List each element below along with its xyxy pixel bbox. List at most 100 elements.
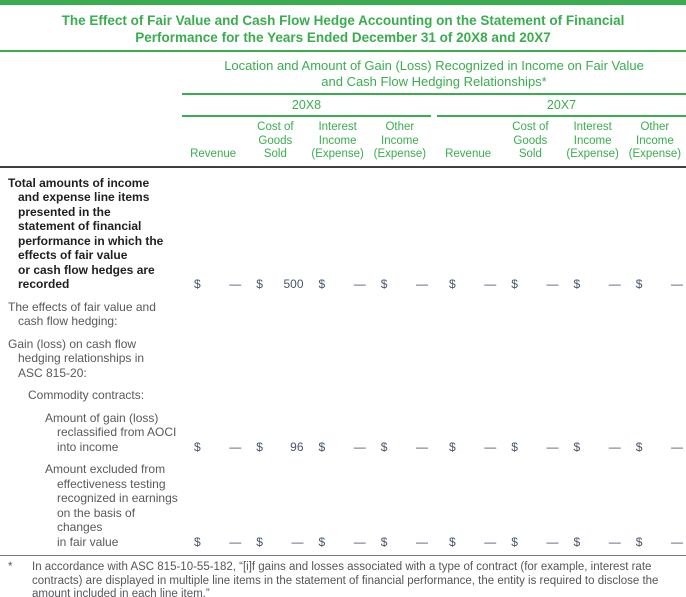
column-header: Revenue: [445, 148, 492, 160]
money-cell: $ —: [499, 277, 561, 292]
currency-symbol: $: [318, 277, 326, 291]
row-cells: $ — $96 $ — $ — $ — $ — $ — $ —: [182, 440, 686, 455]
row-cell-group: $ — $ — $ — $ —: [437, 440, 686, 455]
row-label: Gain (loss) on cash flow hedging relatio…: [8, 336, 145, 380]
column-header: Other Income (Expense): [373, 121, 427, 160]
money-cell: $ —: [499, 535, 561, 550]
money-cell: $ —: [369, 440, 431, 455]
currency-symbol: $: [256, 277, 263, 291]
currency-symbol: $: [635, 277, 643, 291]
money-cell: $ —: [244, 535, 306, 550]
column-header-row: Revenue Cost of Goods Sold Interest Income…: [182, 121, 686, 166]
column-header: Cost of Goods Sold: [257, 121, 294, 160]
footnote: * In accordance with ASC 815-10-55-182, …: [0, 556, 686, 597]
row-cells: $ — $500 $ — $ — $ — $ — $ — $ —: [182, 277, 686, 292]
cell-value: —: [416, 277, 428, 291]
currency-symbol: $: [511, 439, 518, 454]
currency-symbol: $: [194, 439, 201, 454]
currency-symbol: $: [380, 439, 388, 454]
cell-value: —: [484, 439, 497, 454]
money-cell: $ —: [369, 277, 431, 292]
cell-value: —: [608, 534, 621, 549]
currency-symbol: $: [449, 277, 456, 291]
money-cell: $ —: [562, 535, 624, 550]
table-row: Total amounts of income and expense line…: [0, 176, 686, 292]
currency-symbol: $: [194, 277, 201, 291]
money-cell: $500: [244, 277, 306, 292]
money-cell: $ —: [369, 535, 431, 550]
data-columns-header: Location and Amount of Gain (Loss) Recog…: [182, 52, 686, 166]
row-label: Total amounts of income and expense line…: [8, 175, 164, 292]
cell-value: —: [671, 277, 683, 291]
cell-value: —: [671, 439, 683, 454]
cell-value: —: [353, 534, 366, 549]
money-cell: $ —: [437, 277, 499, 292]
currency-symbol: $: [194, 534, 201, 549]
table-body: Total amounts of income and expense line…: [0, 176, 686, 550]
currency-symbol: $: [635, 439, 643, 454]
cell-value: —: [291, 534, 304, 549]
money-cell: $ —: [562, 277, 624, 292]
column-header-group: Revenue Cost of Goods Sold Interest Income…: [437, 121, 686, 166]
money-cell: $ —: [182, 535, 244, 550]
column-header: Revenue: [190, 148, 237, 160]
cell-value: —: [608, 277, 621, 291]
money-cell: $ —: [182, 440, 244, 455]
footnote-marker: *: [8, 561, 13, 573]
cell-value: —: [416, 534, 428, 549]
row-label: Amount of gain (loss) reclassified from …: [45, 410, 177, 454]
table-row: Commodity contracts:: [0, 388, 686, 403]
currency-symbol: $: [449, 439, 456, 454]
row-label: Commodity contracts:: [28, 388, 145, 402]
cell-value: 500: [283, 277, 304, 291]
money-cell: $ —: [307, 535, 369, 550]
column-header: Cost of Goods Sold: [512, 121, 549, 160]
cell-value: —: [546, 534, 559, 549]
column-header: Other Income (Expense): [628, 121, 682, 160]
label-column-spacer: [0, 52, 182, 166]
cell-value: —: [608, 439, 621, 454]
currency-symbol: $: [318, 439, 326, 454]
year-group-20x8: 20X8: [182, 95, 431, 117]
top-accent-bar: [0, 0, 686, 5]
row-cell-group: $ — $ — $ — $ —: [437, 277, 686, 292]
currency-symbol: $: [380, 534, 388, 549]
currency-symbol: $: [449, 534, 456, 549]
currency-symbol: $: [511, 534, 518, 549]
column-header: Interest Income (Expense): [566, 121, 619, 160]
money-cell: $ —: [307, 440, 369, 455]
spanner-header: Location and Amount of Gain (Loss) Recog…: [224, 58, 644, 89]
money-cell: $ —: [437, 440, 499, 455]
cell-value: —: [229, 534, 242, 549]
table-row: The effects of fair value and cash flow …: [0, 300, 686, 329]
money-cell: $ —: [624, 535, 686, 550]
currency-symbol: $: [256, 439, 263, 454]
footnote-text: In accordance with ASC 815-10-55-182, “[…: [32, 561, 659, 597]
row-label: The effects of fair value and cash flow …: [8, 299, 156, 329]
row-cell-group: $ — $ — $ — $ —: [437, 535, 686, 550]
row-label: Amount excluded from effectiveness testi…: [45, 462, 178, 549]
document-title: The Effect of Fair Value and Cash Flow H…: [61, 13, 625, 45]
title-divider: [0, 50, 686, 52]
cell-value: —: [353, 439, 366, 454]
body-footnote-divider: [0, 555, 686, 556]
money-cell: $ —: [307, 277, 369, 292]
currency-symbol: $: [318, 534, 326, 549]
year-group-row: 20X8 20X7: [182, 95, 686, 117]
currency-symbol: $: [256, 534, 263, 549]
money-cell: $ —: [499, 440, 561, 455]
row-cells: $ — $ — $ — $ — $ — $ — $ — $ —: [182, 535, 686, 550]
spanner-underline: [182, 93, 686, 95]
money-cell: $ —: [562, 440, 624, 455]
row-cell-group: $ — $500 $ — $ —: [182, 277, 431, 292]
currency-symbol: $: [511, 277, 518, 291]
table-row: Amount excluded from effectiveness testi…: [0, 462, 686, 549]
year-group-20x7: 20X7: [437, 95, 686, 117]
row-cell-group: $ — $96 $ — $ —: [182, 440, 431, 455]
column-header: Interest Income (Expense): [311, 121, 364, 160]
cell-value: —: [229, 277, 242, 291]
header-body-divider: [0, 165, 686, 168]
money-cell: $ —: [624, 440, 686, 455]
cell-value: —: [546, 439, 559, 454]
